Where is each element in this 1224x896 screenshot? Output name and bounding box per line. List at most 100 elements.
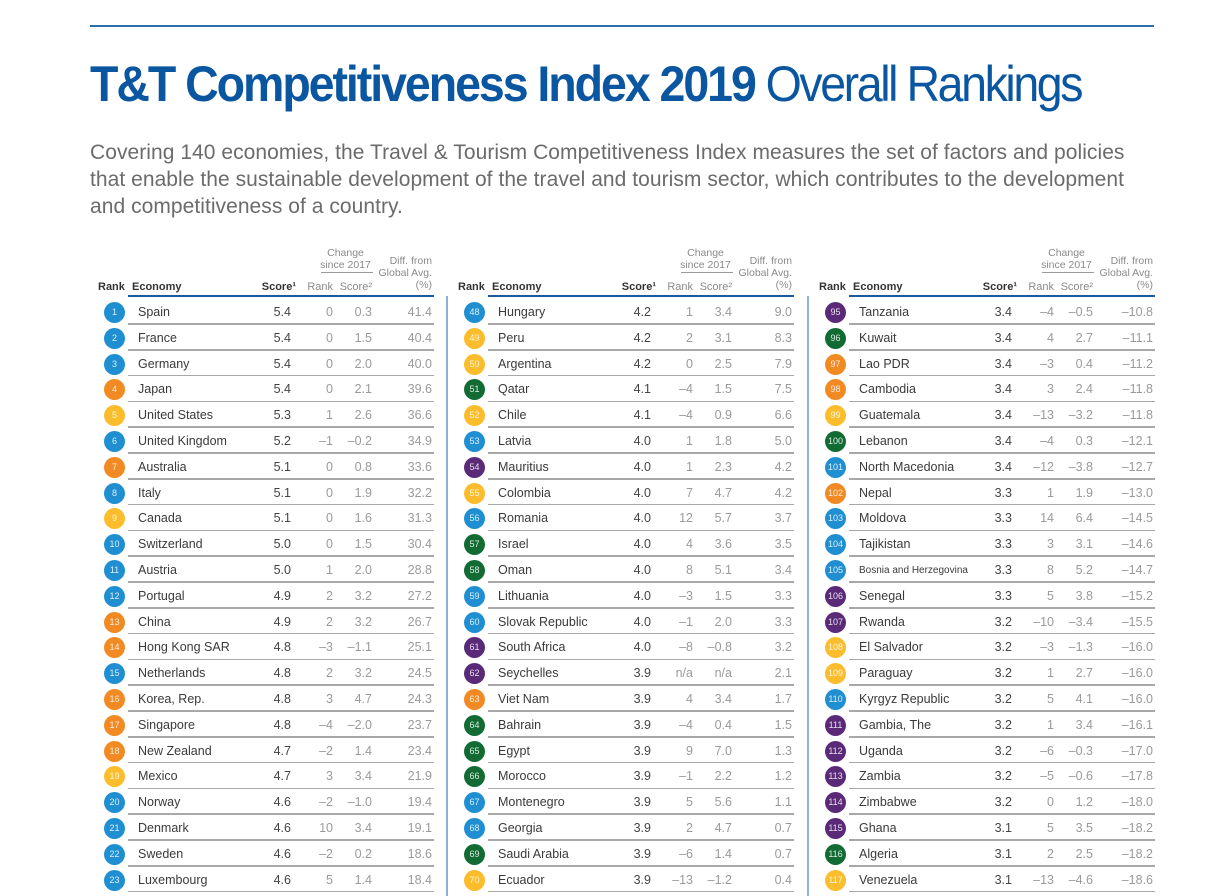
rank-badge: 111	[825, 714, 846, 736]
score-value: 3.9	[633, 743, 651, 758]
rank-badge: 100	[825, 430, 846, 452]
change-rank-value: 3	[326, 691, 333, 706]
diff-global-avg-value: –11.8	[1122, 408, 1153, 423]
change-rank-value: 3	[326, 769, 333, 784]
table-row: 67 Montenegro 3.9 5 5.6 1.1	[456, 789, 796, 815]
change-rank-value: –6	[679, 846, 693, 861]
economy-name: Montenegro	[498, 795, 565, 810]
row-divider	[128, 632, 434, 635]
change-rank-value: 1	[326, 408, 333, 423]
change-rank-value: 1	[1047, 666, 1054, 681]
change-score-value: –1.3	[1068, 640, 1093, 655]
change-rank-value: –2	[319, 795, 333, 810]
economy-name: Sweden	[138, 846, 184, 861]
score-value: 4.0	[633, 562, 651, 577]
change-rank-value: –3	[679, 588, 693, 603]
score-value: 3.3	[994, 511, 1012, 526]
change-rank-value: –3	[319, 640, 333, 655]
rank-badge: 110	[825, 688, 846, 710]
change-score-value: –0.8	[707, 640, 732, 655]
header-rank: Rank	[458, 281, 485, 293]
change-score-value: –2.0	[347, 717, 372, 732]
change-rank-value: 5	[1047, 588, 1054, 603]
change-rank-value: 14	[1040, 511, 1054, 526]
change-score-value: 2.5	[714, 356, 732, 371]
rank-badge: 59	[464, 585, 485, 607]
rank-badge: 1	[104, 302, 125, 323]
score-value: 4.0	[633, 614, 651, 629]
row-divider	[128, 684, 434, 686]
score-value: 5.4	[273, 356, 291, 371]
score-value: 3.4	[994, 356, 1012, 371]
score-value: 3.2	[994, 717, 1012, 732]
header-rule	[128, 295, 434, 297]
economy-name: Spain	[138, 305, 170, 319]
diff-global-avg-value: 34.9	[407, 433, 432, 448]
diff-global-avg-value: 19.4	[407, 795, 432, 810]
diff-global-avg-value: 1.1	[774, 795, 792, 810]
economy-name: Qatar	[498, 382, 530, 397]
table-row: 115 Ghana 3.1 5 3.5 –18.2	[817, 815, 1157, 841]
table-row: 65 Egypt 3.9 9 7.0 1.3	[456, 738, 796, 764]
rank-badge: 64	[464, 714, 485, 736]
diff-global-avg-value: 24.3	[407, 691, 432, 706]
rank-badge: 15	[104, 663, 125, 685]
row-divider	[488, 865, 794, 867]
change-rank-value: 3	[1047, 382, 1054, 397]
header-change-rule	[321, 272, 373, 273]
economy-name: United States	[138, 408, 214, 423]
change-rank-value: 8	[1047, 562, 1054, 577]
change-rank-value: –2	[319, 846, 333, 861]
rank-badge: 61	[464, 637, 485, 659]
economy-name: Moldova	[859, 511, 907, 526]
row-divider	[128, 503, 434, 506]
rank-badge: 6	[104, 430, 125, 452]
table-header: Change since 2017 Diff. from Global Avg.…	[456, 240, 796, 297]
economy-name: Rwanda	[859, 614, 905, 629]
rank-badge: 68	[464, 817, 485, 839]
row-divider	[849, 736, 1155, 738]
change-score-value: 3.4	[714, 305, 732, 319]
change-rank-value: 12	[679, 511, 693, 526]
economy-name: Romania	[498, 511, 549, 526]
row-divider	[128, 787, 434, 790]
rank-badge: 23	[104, 869, 125, 891]
title-light: Overall Rankings	[765, 56, 1084, 112]
economy-name: Bosnia and Herzegovina	[859, 564, 968, 576]
change-score-value: 4.7	[714, 485, 732, 500]
table-row: 12 Portugal 4.9 2 3.2 27.2	[96, 583, 436, 609]
rank-badge: 109	[825, 663, 846, 685]
row-divider	[849, 787, 1155, 790]
change-rank-value: 0	[326, 537, 333, 552]
rank-badge: 17	[104, 714, 125, 736]
economy-name: Bahrain	[498, 717, 542, 732]
table-row: 105 Bosnia and Herzegovina 3.3 8 5.2 –14…	[817, 557, 1157, 583]
economy-name: Guatemala	[859, 408, 921, 423]
score-value: 3.2	[994, 640, 1012, 655]
economy-name: Israel	[498, 537, 529, 552]
diff-global-avg-value: 32.2	[407, 485, 432, 500]
row-divider	[128, 890, 434, 893]
change-score-value: 0.3	[1075, 433, 1093, 448]
row-divider	[128, 349, 434, 351]
row-divider	[488, 787, 794, 790]
change-rank-value: –13	[1033, 408, 1054, 423]
change-rank-value: 2	[326, 588, 333, 603]
score-value: 4.2	[633, 305, 651, 319]
change-score-value: 0.3	[354, 305, 372, 319]
economy-name: China	[138, 614, 171, 629]
economy-name: Lithuania	[498, 588, 549, 603]
change-score-value: –0.2	[347, 433, 372, 448]
change-score-value: –3.4	[1068, 614, 1093, 629]
change-score-value: 5.1	[714, 562, 732, 577]
economy-name: Peru	[498, 330, 525, 345]
header-change-rank: Rank	[307, 281, 333, 293]
economy-name: Austria	[138, 562, 177, 577]
table-row: 110 Kyrgyz Republic 3.2 5 4.1 –16.0	[817, 686, 1157, 712]
change-rank-value: 0	[326, 485, 333, 500]
score-value: 3.9	[633, 872, 651, 887]
diff-global-avg-value: –11.2	[1122, 356, 1153, 371]
score-value: 4.7	[273, 743, 291, 758]
row-divider	[849, 658, 1155, 661]
table-row: 53 Latvia 4.0 1 1.8 5.0	[456, 428, 796, 454]
